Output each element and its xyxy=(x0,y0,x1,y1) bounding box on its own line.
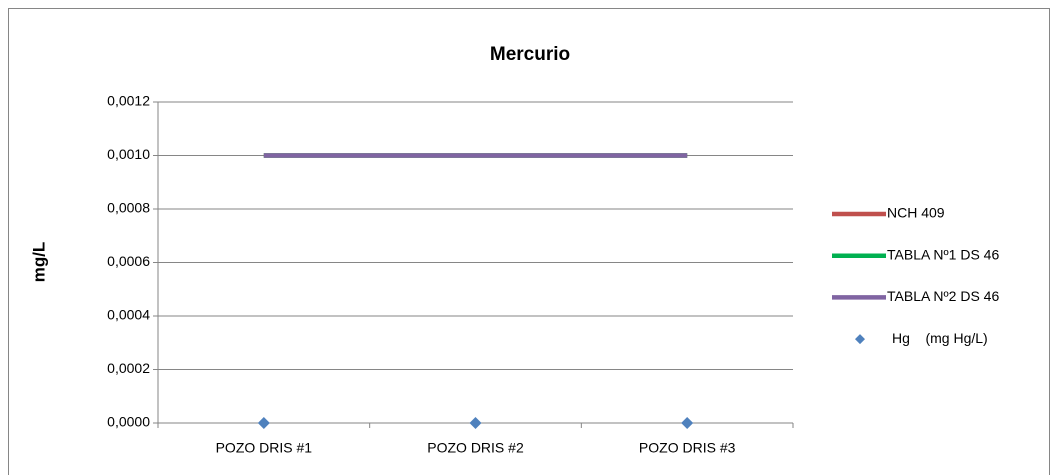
y-tick-label: 0,0010 xyxy=(107,146,150,162)
data-point xyxy=(469,417,482,429)
data-point xyxy=(681,417,694,429)
legend-label: NCH 409 xyxy=(887,205,945,221)
data-point xyxy=(257,417,270,429)
y-axis-label: mg/L xyxy=(29,242,48,283)
y-tick-label: 0,0002 xyxy=(107,360,150,376)
x-tick-label: POZO DRIS #2 xyxy=(427,440,524,456)
y-tick-label: 0,0006 xyxy=(107,253,150,269)
x-tick-label: POZO DRIS #1 xyxy=(216,440,313,456)
y-tick-label: 0,0012 xyxy=(107,93,150,109)
x-tick-label: POZO DRIS #3 xyxy=(639,440,736,456)
y-tick-label: 0,0008 xyxy=(107,200,150,216)
y-tick-label: 0,0000 xyxy=(107,414,150,430)
chart-border xyxy=(8,8,1050,475)
legend-label: TABLA Nº1 DS 46 xyxy=(887,246,999,262)
chart-title: Mercurio xyxy=(490,44,570,65)
legend-label: TABLA Nº2 DS 46 xyxy=(887,288,999,304)
legend-marker xyxy=(855,334,865,345)
legend-label: Hg (mg Hg/L) xyxy=(892,330,988,346)
y-tick-label: 0,0004 xyxy=(107,307,150,323)
